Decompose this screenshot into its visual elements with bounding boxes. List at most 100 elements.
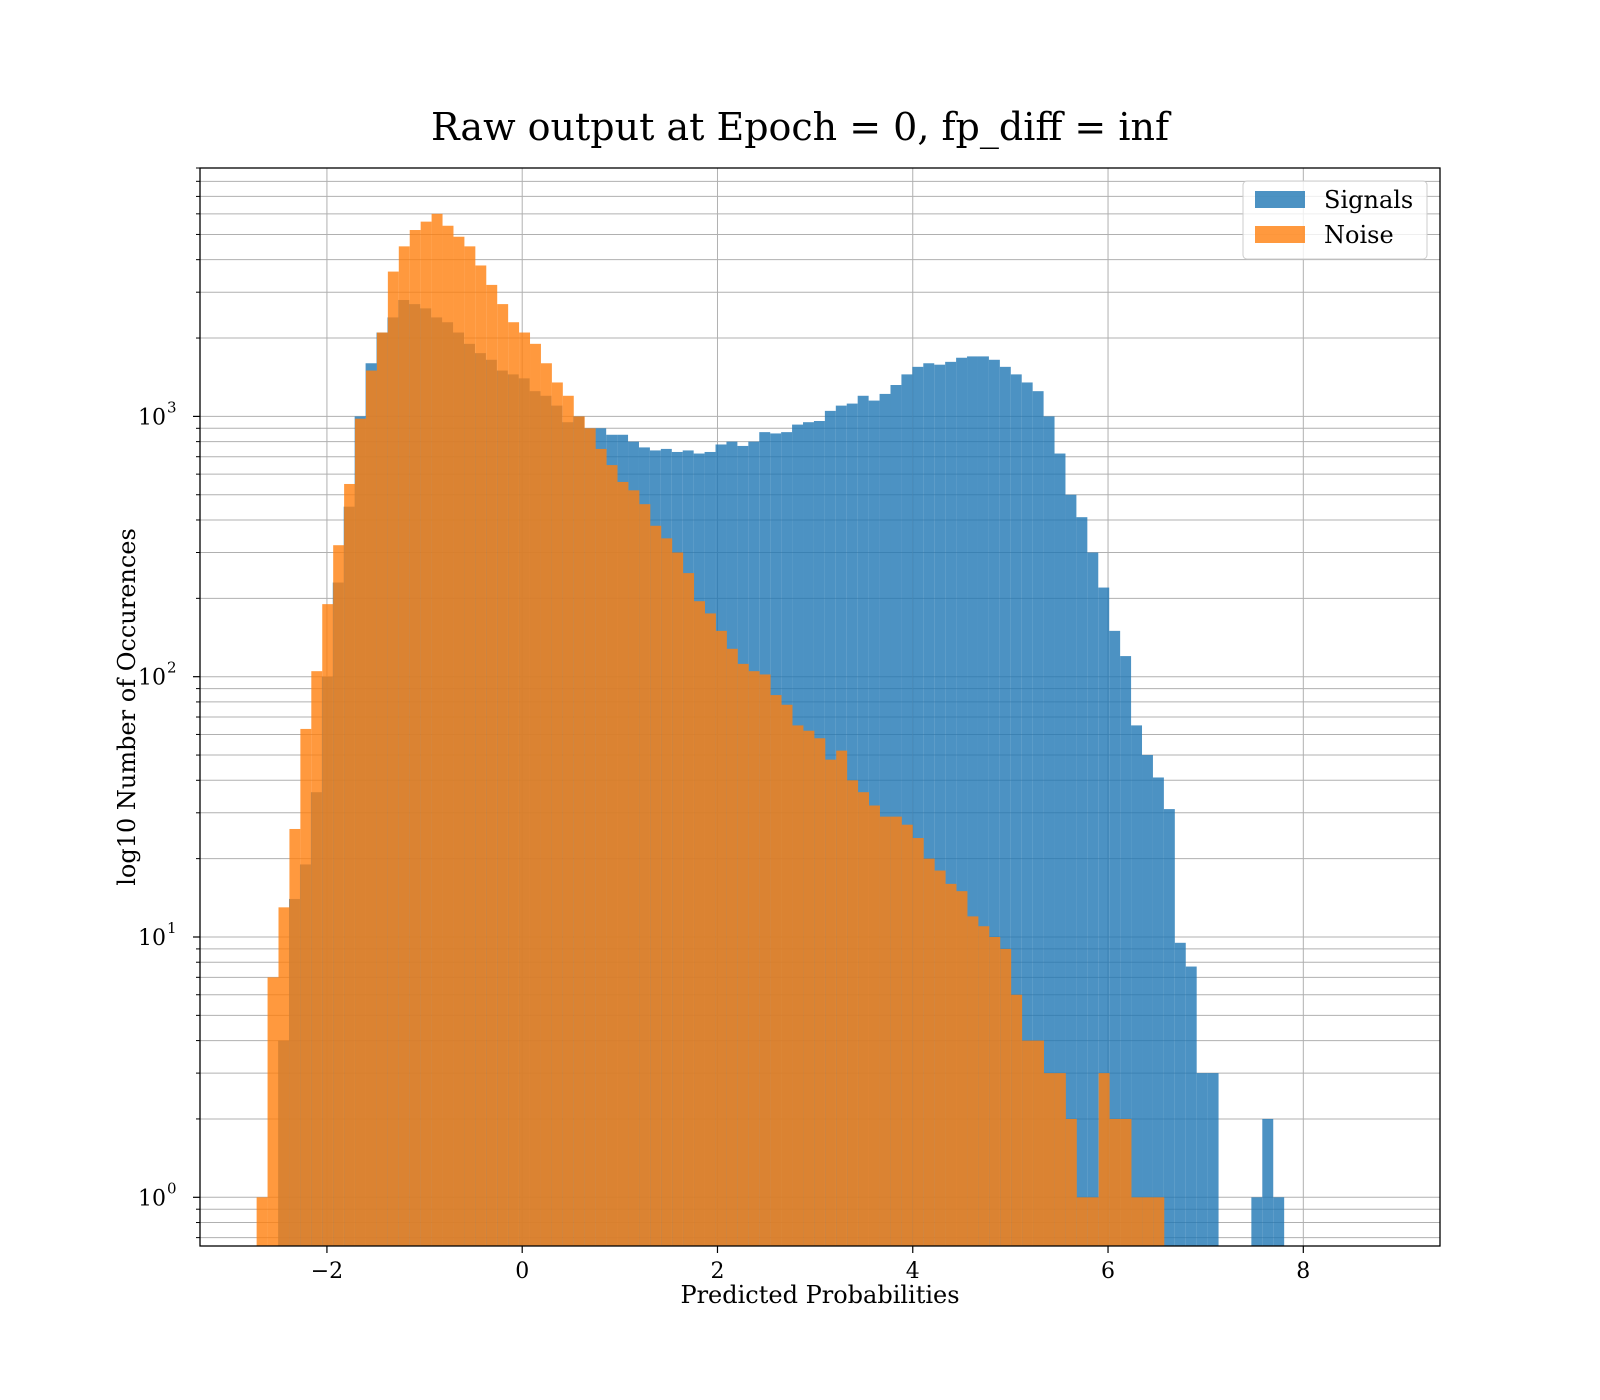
histogram-bar xyxy=(289,828,301,1246)
histogram-bar xyxy=(278,907,290,1246)
histogram-bar xyxy=(562,395,574,1246)
histogram-bar xyxy=(1087,552,1099,1246)
histogram-bar xyxy=(322,604,334,1246)
histogram-bar xyxy=(551,382,563,1247)
histogram-bar xyxy=(879,816,891,1246)
histogram-bar xyxy=(508,322,520,1246)
histogram-bar xyxy=(628,490,640,1246)
histogram-bar xyxy=(1032,391,1044,1246)
histogram-bar xyxy=(890,385,902,1246)
legend-label-signals: Signals xyxy=(1324,186,1413,214)
chart-title: Raw output at Epoch = 0, fp_diff = inf xyxy=(431,105,1172,150)
histogram-bar xyxy=(376,332,388,1247)
histogram-bar xyxy=(977,356,989,1246)
histogram-bar xyxy=(945,361,957,1246)
legend-label-noise: Noise xyxy=(1324,221,1394,249)
histogram-bar xyxy=(901,374,913,1246)
y-tick-exponent: 3 xyxy=(167,398,177,416)
histogram-bar xyxy=(1011,994,1023,1246)
histogram-bar xyxy=(869,805,880,1246)
histogram-bar xyxy=(1196,1073,1208,1246)
histogram-bar xyxy=(365,370,377,1246)
histogram-bar xyxy=(1098,587,1110,1246)
histogram-bar xyxy=(890,816,902,1246)
histogram-bar xyxy=(639,504,651,1246)
histogram-bar xyxy=(792,725,804,1246)
histogram-bar xyxy=(923,858,935,1246)
histogram-bar xyxy=(1131,1197,1143,1246)
y-tick-exponent: 1 xyxy=(167,919,177,937)
y-tick-label: 10 xyxy=(138,405,166,430)
histogram-bar xyxy=(1120,656,1132,1246)
histogram-bar xyxy=(836,750,848,1246)
histogram-bar xyxy=(300,728,312,1246)
histogram-bar xyxy=(1120,1118,1132,1246)
histogram-bar xyxy=(934,364,946,1246)
histogram-bar xyxy=(486,284,498,1246)
y-tick-exponent: 2 xyxy=(167,659,177,677)
histogram-bar xyxy=(606,465,618,1246)
histogram-bar xyxy=(704,613,716,1246)
histogram-bar xyxy=(1022,1040,1034,1246)
histogram-bar xyxy=(1054,1073,1066,1246)
histogram-bar xyxy=(1065,1118,1077,1246)
bars-layer xyxy=(256,213,1285,1247)
x-tick-label: 0 xyxy=(515,1259,529,1284)
histogram-bar xyxy=(737,663,749,1246)
histogram-bar xyxy=(1207,1073,1219,1246)
x-tick-label: 2 xyxy=(710,1259,724,1284)
histogram-bar xyxy=(1273,1197,1285,1246)
histogram-bar xyxy=(595,448,607,1246)
histogram-bar xyxy=(497,304,509,1247)
histogram-bar xyxy=(748,671,760,1246)
histogram-bar xyxy=(770,695,782,1246)
histogram-bar xyxy=(333,545,345,1246)
series-noise xyxy=(256,213,1165,1247)
histogram-bar xyxy=(1076,517,1088,1246)
histogram-bar xyxy=(967,356,978,1246)
y-axis-label: log10 Number of Occurences xyxy=(113,528,141,886)
histogram-bar xyxy=(617,481,629,1247)
histogram-bar xyxy=(1174,942,1186,1246)
histogram-bar xyxy=(934,870,946,1246)
histogram-bar xyxy=(781,704,793,1246)
histogram-bar xyxy=(1065,494,1077,1246)
histogram-bar xyxy=(923,363,935,1247)
histogram-bar xyxy=(1262,1118,1274,1246)
histogram-bar xyxy=(1010,374,1022,1246)
histogram-bar xyxy=(901,824,913,1246)
histogram-bar xyxy=(715,630,727,1246)
histogram-bar xyxy=(1185,966,1197,1246)
histogram-bar xyxy=(988,359,1000,1246)
histogram-bar xyxy=(398,246,410,1246)
y-tick-exponent: 0 xyxy=(167,1179,177,1197)
histogram-bar xyxy=(1109,1118,1121,1246)
histogram-bar xyxy=(409,230,421,1246)
histogram-bar xyxy=(956,357,968,1247)
histogram-bar xyxy=(1021,382,1033,1247)
histogram-bar xyxy=(825,759,837,1246)
legend-swatch-noise xyxy=(1255,226,1305,243)
histogram-bar xyxy=(759,674,771,1246)
histogram-bar xyxy=(464,246,476,1246)
y-tick-label: 10 xyxy=(138,1186,166,1211)
histogram-bar xyxy=(1142,1197,1154,1246)
histogram-bar xyxy=(442,225,454,1247)
histogram-bar xyxy=(256,1197,268,1246)
histogram-bar xyxy=(1109,630,1121,1246)
histogram-bar xyxy=(1054,453,1066,1246)
y-tick-label: 10 xyxy=(138,926,166,951)
histogram-bar xyxy=(945,883,957,1246)
histogram-bar xyxy=(999,366,1011,1246)
histogram-bar xyxy=(726,648,738,1246)
histogram-bar xyxy=(1087,1197,1099,1246)
histogram-bar xyxy=(1152,777,1164,1246)
histogram-bar xyxy=(420,221,432,1246)
histogram-bar xyxy=(540,363,552,1247)
histogram-bar xyxy=(661,538,673,1246)
histogram-bar xyxy=(1000,948,1012,1246)
histogram-bar xyxy=(912,366,924,1246)
histogram-bar xyxy=(1163,809,1175,1246)
